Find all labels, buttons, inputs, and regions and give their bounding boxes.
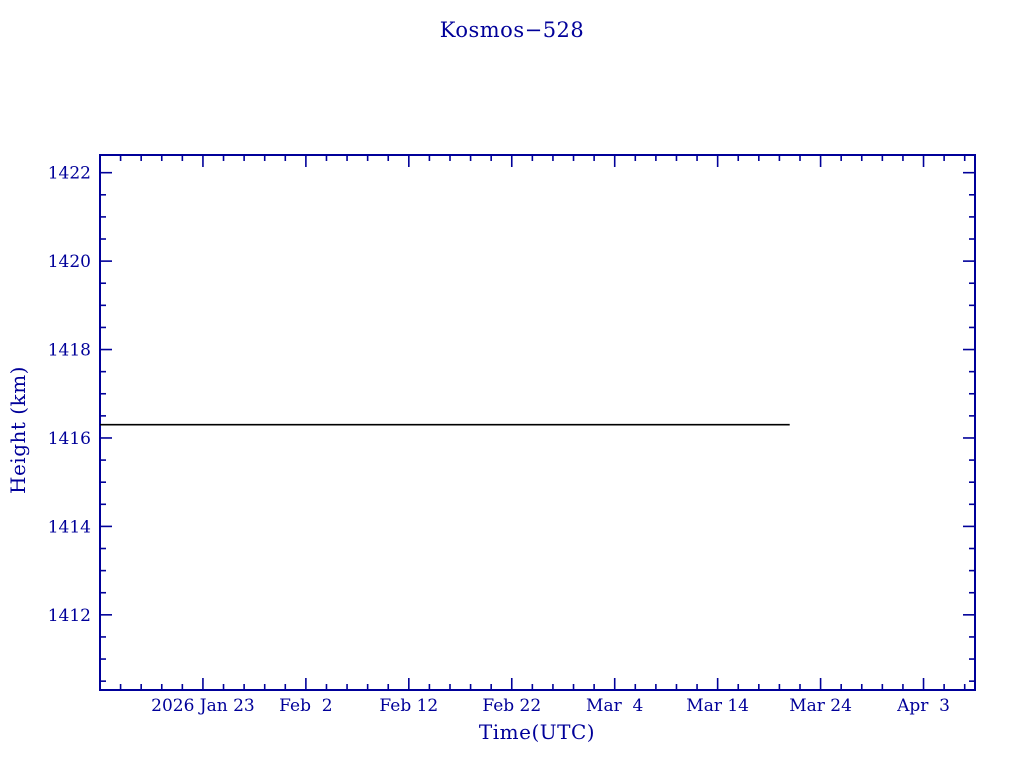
x-axis-label: Time(UTC): [478, 720, 596, 744]
x-tick-label: Mar 4: [586, 696, 643, 716]
chart-title: Kosmos−528: [439, 18, 585, 42]
y-tick-label: 1420: [48, 252, 91, 272]
y-tick-label: 1414: [48, 517, 91, 537]
y-tick-label: 1416: [48, 429, 91, 449]
x-tick-label: Mar 14: [686, 696, 749, 716]
x-tick-label: Feb 22: [482, 696, 541, 716]
x-tick-label: Apr 3: [896, 696, 950, 716]
y-tick-label: 1418: [48, 341, 91, 361]
plot-frame: [99, 154, 976, 691]
x-tick-label: Feb 12: [379, 696, 438, 716]
y-tick-label: 1422: [48, 164, 91, 184]
y-tick-label: 1412: [48, 606, 91, 626]
x-tick-label: 2026 Jan 23: [151, 696, 255, 716]
x-tick-label: Feb 2: [279, 696, 332, 716]
x-tick-label: Mar 24: [789, 696, 852, 716]
